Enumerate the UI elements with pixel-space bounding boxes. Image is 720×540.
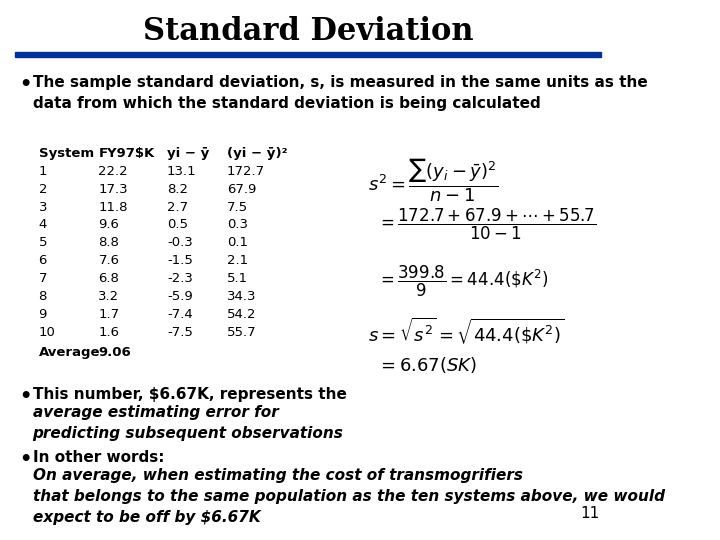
Text: 4: 4 — [39, 218, 47, 232]
Text: Average: Average — [39, 346, 100, 359]
Text: 3.2: 3.2 — [99, 290, 120, 303]
Text: 55.7: 55.7 — [227, 326, 256, 339]
Text: 8.2: 8.2 — [167, 183, 188, 195]
Text: On average, when estimating the cost of transmogrifiers
that belongs to the same: On average, when estimating the cost of … — [32, 468, 665, 525]
Text: 172.7: 172.7 — [227, 165, 265, 178]
Text: 5: 5 — [39, 237, 47, 249]
Text: System: System — [39, 147, 94, 160]
Text: 10: 10 — [39, 326, 55, 339]
Text: 1: 1 — [39, 165, 47, 178]
Text: 9.06: 9.06 — [99, 346, 131, 359]
Text: 9: 9 — [39, 308, 47, 321]
Text: -2.3: -2.3 — [167, 272, 193, 285]
Text: -7.4: -7.4 — [167, 308, 193, 321]
Text: -1.5: -1.5 — [167, 254, 193, 267]
Text: This number, $6.67K, represents the: This number, $6.67K, represents the — [32, 387, 351, 402]
Text: -7.5: -7.5 — [167, 326, 193, 339]
Text: 2.7: 2.7 — [167, 200, 188, 213]
Text: (yi − ȳ)²: (yi − ȳ)² — [227, 147, 287, 160]
Text: 11: 11 — [580, 506, 600, 521]
Text: 1.7: 1.7 — [99, 308, 120, 321]
Text: 34.3: 34.3 — [227, 290, 256, 303]
Text: $= \dfrac{399.8}{9} = 44.4(\$K^2)$: $= \dfrac{399.8}{9} = 44.4(\$K^2)$ — [377, 264, 548, 299]
Text: 67.9: 67.9 — [227, 183, 256, 195]
Text: 2: 2 — [39, 183, 47, 195]
Text: -0.3: -0.3 — [167, 237, 193, 249]
Text: 9.6: 9.6 — [99, 218, 120, 232]
Text: yi − ȳ: yi − ȳ — [167, 147, 210, 160]
Text: •: • — [19, 387, 31, 406]
Text: 6: 6 — [39, 254, 47, 267]
Text: 22.2: 22.2 — [99, 165, 128, 178]
Text: 0.3: 0.3 — [227, 218, 248, 232]
Text: Standard Deviation: Standard Deviation — [143, 16, 474, 48]
Text: 0.5: 0.5 — [167, 218, 188, 232]
Text: 13.1: 13.1 — [167, 165, 197, 178]
Text: 2.1: 2.1 — [227, 254, 248, 267]
Text: In other words:: In other words: — [32, 450, 169, 465]
Text: 3: 3 — [39, 200, 47, 213]
Text: 7.6: 7.6 — [99, 254, 120, 267]
Text: 6.8: 6.8 — [99, 272, 120, 285]
Text: 8: 8 — [39, 290, 47, 303]
Text: average estimating error for
predicting subsequent observations: average estimating error for predicting … — [32, 405, 343, 441]
Text: 54.2: 54.2 — [227, 308, 256, 321]
Text: The sample standard deviation, s, is measured in the same units as the
data from: The sample standard deviation, s, is mea… — [32, 76, 647, 111]
Text: FY97$K: FY97$K — [99, 147, 155, 160]
Text: •: • — [19, 76, 31, 94]
Text: 7.5: 7.5 — [227, 200, 248, 213]
Text: 1.6: 1.6 — [99, 326, 120, 339]
Text: $s = \sqrt{s^2} = \sqrt{44.4(\$K^2)}$: $s = \sqrt{s^2} = \sqrt{44.4(\$K^2)}$ — [368, 316, 564, 347]
Text: •: • — [19, 450, 31, 469]
Text: 5.1: 5.1 — [227, 272, 248, 285]
Text: 7: 7 — [39, 272, 47, 285]
Text: $s^2 = \dfrac{\sum (y_i - \bar{y})^2}{n-1}$: $s^2 = \dfrac{\sum (y_i - \bar{y})^2}{n-… — [368, 157, 498, 204]
Bar — [15, 52, 601, 57]
Text: 11.8: 11.8 — [99, 200, 128, 213]
Text: $= \dfrac{172.7 + 67.9 + \cdots + 55.7}{10 - 1}$: $= \dfrac{172.7 + 67.9 + \cdots + 55.7}{… — [377, 206, 596, 242]
Text: 8.8: 8.8 — [99, 237, 120, 249]
Text: -5.9: -5.9 — [167, 290, 193, 303]
Text: $= 6.67(SK)$: $= 6.67(SK)$ — [377, 355, 477, 375]
Text: 17.3: 17.3 — [99, 183, 128, 195]
Text: 0.1: 0.1 — [227, 237, 248, 249]
